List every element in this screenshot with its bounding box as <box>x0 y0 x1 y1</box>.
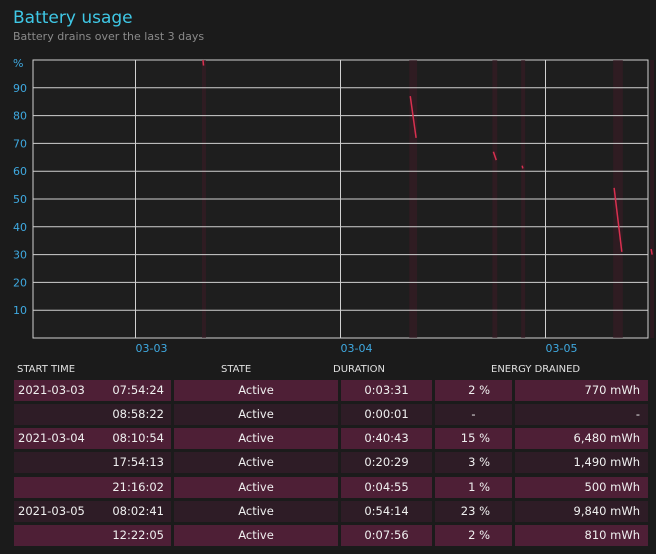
col-energy-drained: ENERGY DRAINED <box>491 364 581 375</box>
row-percent: 1 % <box>435 476 512 498</box>
page-title: Battery usage <box>13 8 133 28</box>
row-state: Active <box>174 452 338 474</box>
row-date: 2021-03-05 <box>18 503 85 518</box>
table-header: START TIME STATE DURATION ENERGY DRAINED <box>14 364 648 378</box>
table-row: 2021-03-03 07:54:24 Active 0:03:31 2 % 77… <box>14 378 648 402</box>
x-tick-label: 03-04 <box>341 342 373 355</box>
row-duration: 0:07:56 <box>341 525 432 547</box>
table-row: 17:54:13 Active 0:20:29 3 % 1,490 mWh <box>14 451 648 475</box>
x-tick-label: 03-05 <box>546 342 578 355</box>
drain-line <box>409 96 417 138</box>
row-state: Active <box>174 476 338 498</box>
table-row: 2021-03-05 08:02:41 Active 0:54:14 23 % 9… <box>14 499 648 523</box>
drain-line <box>521 165 524 169</box>
table-row: 21:16:02 Active 0:04:55 1 % 500 mWh <box>14 475 648 499</box>
y-tick-label: 50 <box>13 193 27 206</box>
row-time: 07:54:24 <box>112 382 164 397</box>
row-duration: 0:54:14 <box>341 500 432 522</box>
row-energy: - <box>515 403 648 425</box>
x-tick-label: 03-03 <box>136 342 168 355</box>
y-tick-label: 60 <box>13 165 27 178</box>
y-axis-unit: % <box>13 57 23 70</box>
row-energy: 1,490 mWh <box>515 452 648 474</box>
activity-band <box>650 60 655 338</box>
row-percent: 2 % <box>435 379 512 401</box>
row-duration: 0:00:01 <box>341 403 432 425</box>
table-row: 12:22:05 Active 0:07:56 2 % 810 mWh <box>14 524 648 548</box>
row-time: 12:22:05 <box>112 528 164 543</box>
table-row: 08:58:22 Active 0:00:01 - - <box>14 402 648 426</box>
row-time: 08:02:41 <box>112 503 164 518</box>
row-energy: 770 mWh <box>515 379 648 401</box>
drain-line <box>613 187 623 252</box>
row-state: Active <box>174 403 338 425</box>
row-time: 21:16:02 <box>112 479 164 494</box>
row-duration: 0:04:55 <box>341 476 432 498</box>
usage-table: 2021-03-03 07:54:24 Active 0:03:31 2 % 77… <box>14 378 648 548</box>
row-energy: 6,480 mWh <box>515 428 648 450</box>
y-tick-label: 30 <box>13 249 27 262</box>
row-duration: 0:03:31 <box>341 379 432 401</box>
y-tick-label: 10 <box>13 304 27 317</box>
row-percent: 3 % <box>435 452 512 474</box>
row-time: 08:10:54 <box>112 431 164 446</box>
row-energy: 500 mWh <box>515 476 648 498</box>
col-duration: DURATION <box>333 364 386 375</box>
y-tick-label: 70 <box>13 137 27 150</box>
row-percent: 2 % <box>435 525 512 547</box>
y-tick-label: 40 <box>13 221 27 234</box>
row-percent: - <box>435 403 512 425</box>
row-duration: 0:40:43 <box>341 428 432 450</box>
row-state: Active <box>174 525 338 547</box>
y-tick-label: 80 <box>13 110 27 123</box>
row-date: 2021-03-04 <box>18 431 85 446</box>
drain-line <box>202 59 205 66</box>
drain-line <box>650 248 653 255</box>
row-duration: 0:20:29 <box>341 452 432 474</box>
table-row: 2021-03-04 08:10:54 Active 0:40:43 15 % 6… <box>14 427 648 451</box>
y-tick-label: 90 <box>13 82 27 95</box>
row-time: 08:58:22 <box>112 406 164 421</box>
row-percent: 15 % <box>435 428 512 450</box>
row-energy: 810 mWh <box>515 525 648 547</box>
page-subtitle: Battery drains over the last 3 days <box>13 30 205 43</box>
col-start-time: START TIME <box>17 364 76 375</box>
row-energy: 9,840 mWh <box>515 500 648 522</box>
row-state: Active <box>174 428 338 450</box>
row-state: Active <box>174 379 338 401</box>
row-date: 2021-03-03 <box>18 382 85 397</box>
drain-line <box>492 151 497 161</box>
row-percent: 23 % <box>435 500 512 522</box>
row-time: 17:54:13 <box>112 455 164 470</box>
row-state: Active <box>174 500 338 522</box>
col-state: STATE <box>221 364 252 375</box>
y-tick-label: 20 <box>13 276 27 289</box>
battery-chart: 10 20 30 40 50 60 70 80 90% 03-03 03-04 03-05 <box>13 57 655 355</box>
